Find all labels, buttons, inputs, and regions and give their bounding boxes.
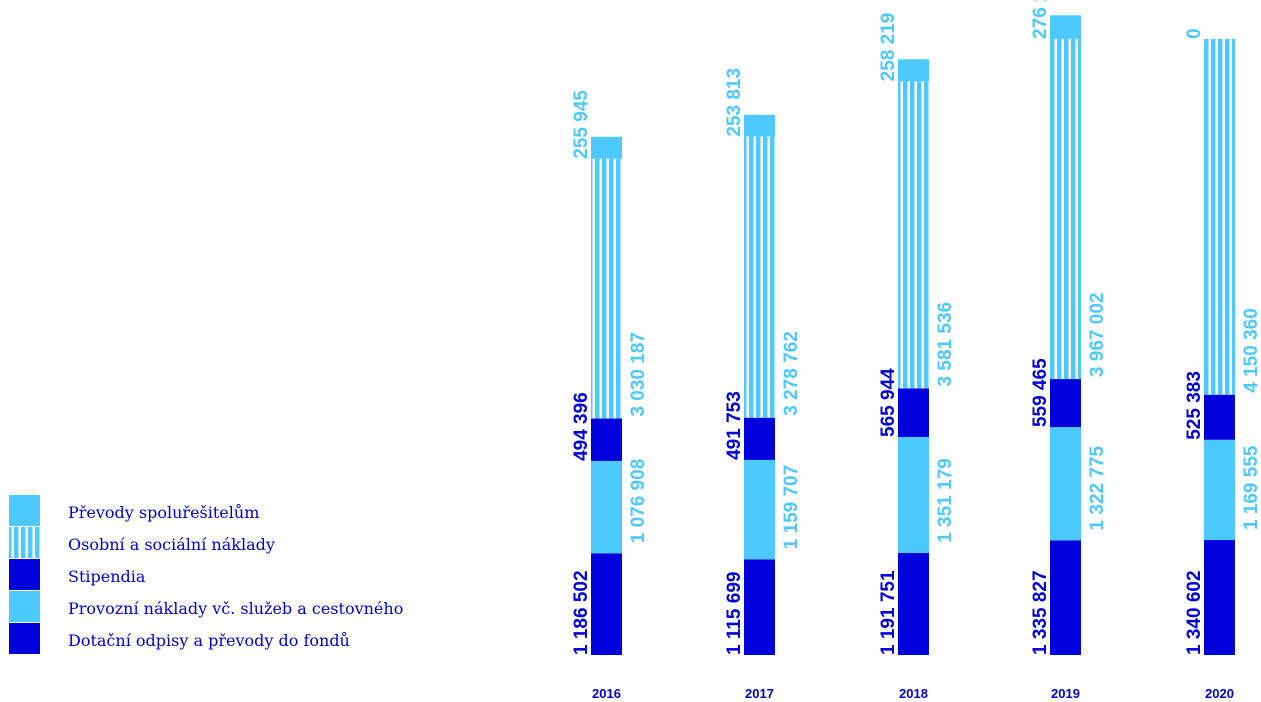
- value-label-dotacni-2017: 1 115 699: [724, 572, 745, 655]
- value-label-prevody-2016: 255 945: [571, 90, 592, 159]
- value-labels-layer: 1 186 502 1 076 908 494 396 3 030 187 255 94…: [571, 0, 1261, 655]
- year-label-2020: 2020: [1205, 686, 1234, 701]
- bar-segment-prevody-2017: [744, 114, 775, 137]
- value-label-osobni-2018: 3 581 536: [935, 302, 956, 387]
- legend-swatch-dotacni: [9, 623, 40, 654]
- bar-segment-osobni-2018: [898, 81, 929, 389]
- value-label-provozni-2020: 1 169 555: [1241, 445, 1261, 530]
- value-label-prevody-2019: 276 122: [1030, 0, 1051, 39]
- bar-segment-provozni-2016: [591, 460, 622, 554]
- value-label-stipendia-2018: 565 944: [878, 368, 899, 437]
- value-label-stipendia-2020: 525 383: [1184, 371, 1205, 440]
- year-label-2019: 2019: [1051, 686, 1080, 701]
- value-label-stipendia-2016: 494 396: [571, 392, 592, 461]
- bar-segment-prevody-2016: [591, 136, 622, 159]
- bar-segment-dotacni-2018: [898, 552, 929, 655]
- value-label-osobni-2017: 3 278 762: [781, 331, 802, 416]
- legend-item-osobni: Osobní a sociální náklady: [9, 527, 275, 558]
- bars-layer: [591, 15, 1235, 655]
- value-label-dotacni-2020: 1 340 602: [1184, 570, 1205, 655]
- legend-swatch-prevody: [9, 495, 40, 526]
- legend-swatch-osobni: [9, 527, 40, 558]
- value-label-osobni-2019: 3 967 002: [1087, 293, 1108, 378]
- bar-segment-provozni-2017: [744, 459, 775, 560]
- legend-label-stipendia: Stipendia: [68, 567, 146, 586]
- legend-label-osobni: Osobní a sociální náklady: [68, 535, 275, 554]
- legend-swatch-stipendia: [9, 559, 40, 590]
- legend-item-dotacni: Dotační odpisy a převody do fondů: [9, 623, 350, 654]
- value-label-dotacni-2019: 1 335 827: [1030, 570, 1051, 655]
- bar-segment-osobni-2020: [1204, 38, 1235, 395]
- bar-segment-stipendia-2017: [744, 417, 775, 460]
- legend-label-prevody: Převody spoluřešitelům: [68, 503, 259, 522]
- legend: Převody spoluřešitelům Osobní a sociální…: [9, 495, 403, 654]
- value-label-provozni-2016: 1 076 908: [628, 459, 649, 544]
- value-label-prevody-2020: 0: [1184, 28, 1205, 39]
- bar-segment-dotacni-2020: [1204, 540, 1235, 655]
- value-label-stipendia-2017: 491 753: [724, 391, 745, 460]
- year-label-2016: 2016: [592, 686, 621, 701]
- value-label-prevody-2017: 253 813: [724, 68, 745, 137]
- bar-segment-osobni-2016: [591, 158, 622, 419]
- bar-segment-stipendia-2016: [591, 418, 622, 461]
- value-label-provozni-2019: 1 322 775: [1087, 446, 1108, 531]
- bar-segment-dotacni-2016: [591, 553, 622, 655]
- bar-segment-dotacni-2017: [744, 559, 775, 655]
- legend-label-provozni: Provozní náklady vč. služeb a cestovného: [68, 599, 403, 618]
- bar-segment-stipendia-2018: [898, 388, 929, 437]
- year-label-2018: 2018: [899, 686, 928, 701]
- legend-swatch-provozni: [9, 591, 40, 622]
- legend-item-stipendia: Stipendia: [9, 559, 146, 590]
- bar-segment-provozni-2020: [1204, 439, 1235, 541]
- value-label-stipendia-2019: 559 465: [1030, 358, 1051, 427]
- value-label-provozni-2018: 1 351 179: [935, 458, 956, 543]
- year-labels-layer: 2016 2017 2018 2019 2020: [592, 686, 1234, 701]
- bar-segment-provozni-2018: [898, 436, 929, 553]
- bar-segment-dotacni-2019: [1050, 540, 1081, 655]
- bar-segment-stipendia-2019: [1050, 379, 1081, 428]
- legend-item-prevody: Převody spoluřešitelům: [9, 495, 259, 526]
- value-label-osobni-2020: 4 150 360: [1241, 308, 1261, 393]
- value-label-provozni-2017: 1 159 707: [781, 465, 802, 550]
- value-label-dotacni-2016: 1 186 502: [571, 570, 592, 655]
- bar-segment-osobni-2019: [1050, 38, 1081, 380]
- value-label-prevody-2018: 258 219: [878, 13, 899, 82]
- legend-item-provozni: Provozní náklady vč. služeb a cestovného: [9, 591, 403, 622]
- bar-segment-osobni-2017: [744, 136, 775, 418]
- value-label-dotacni-2018: 1 191 751: [878, 570, 899, 655]
- legend-label-dotacni: Dotační odpisy a převody do fondů: [68, 631, 350, 650]
- bar-segment-prevody-2019: [1050, 15, 1081, 39]
- year-label-2017: 2017: [745, 686, 774, 701]
- bar-segment-provozni-2019: [1050, 427, 1081, 541]
- value-label-osobni-2016: 3 030 187: [628, 332, 649, 417]
- bar-segment-prevody-2018: [898, 59, 929, 82]
- bar-segment-stipendia-2020: [1204, 394, 1235, 440]
